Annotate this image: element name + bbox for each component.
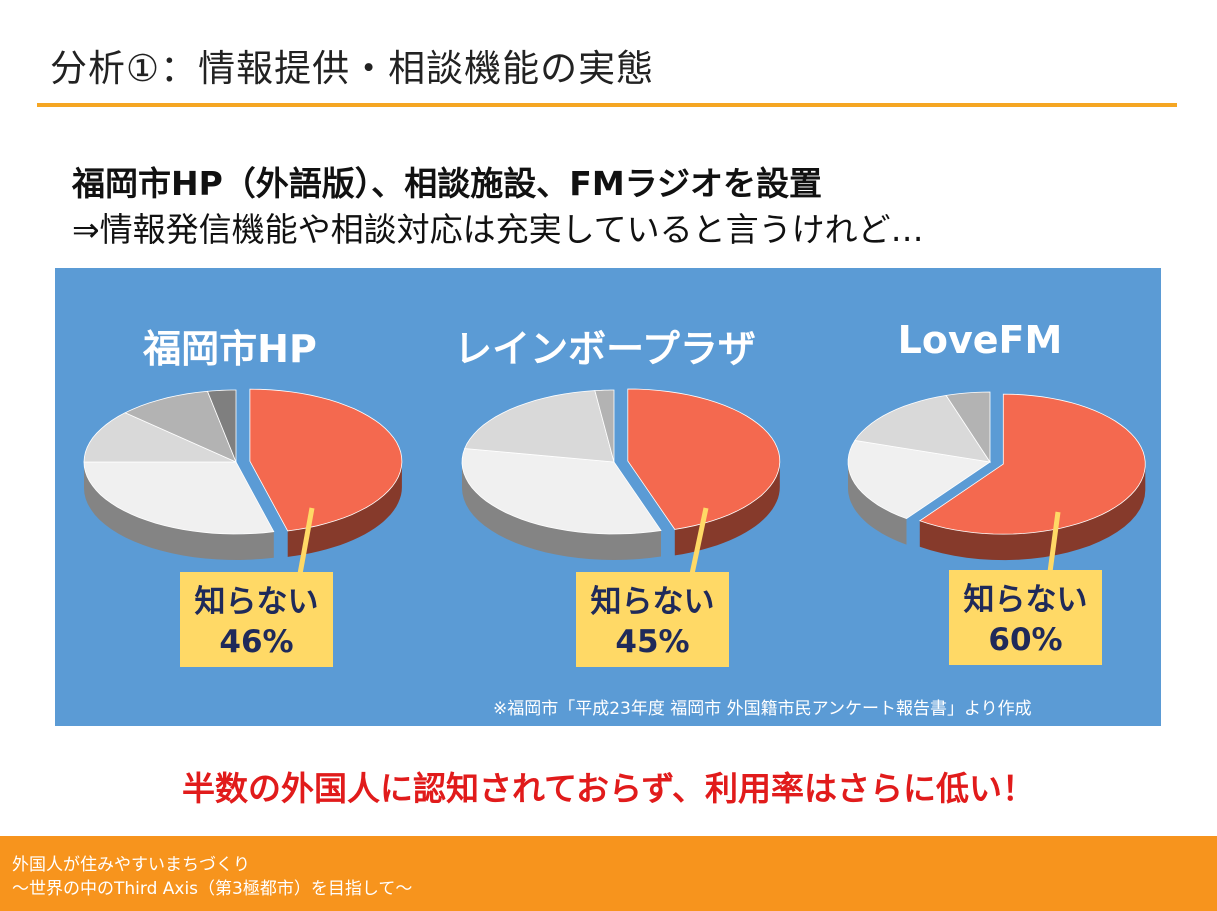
footer-line-2: ～世界の中のThird Axis（第3極都市）を目指して～ — [12, 879, 413, 899]
callout-lovefm-value: 60% — [988, 622, 1063, 658]
callout-rainbow-plaza: 知らない 45% — [576, 572, 729, 667]
pie-0-leader-line — [297, 507, 315, 575]
slide-title: 分析①：情報提供・相談機能の実態 — [50, 47, 655, 90]
pie-2-slice-1 — [847, 439, 992, 520]
pie-1-slice-3 — [594, 389, 615, 463]
pie-2-slice-3 — [945, 391, 991, 464]
callout-lovefm: 知らない 60% — [949, 570, 1102, 665]
footer-line-1: 外国人が住みやすいまちづくり — [12, 855, 250, 875]
pie-1-side-1 — [462, 462, 661, 560]
callout-rainbow-plaza-value: 45% — [615, 624, 690, 660]
callout-rainbow-plaza-label: 知らない — [590, 584, 715, 620]
headline: 福岡市HP（外語版）、相談施設、FMラジオを設置 — [72, 164, 823, 203]
pie-title-hp: 福岡市HP — [143, 327, 317, 371]
pie-0-slice-0 — [249, 388, 403, 532]
pie-1-slice-2 — [464, 390, 615, 463]
pie-1-slice-1 — [461, 448, 662, 535]
pie-2-slice-0 — [918, 393, 1146, 535]
pie-2-side-1 — [848, 462, 907, 545]
pie-0-slice-2 — [83, 412, 237, 463]
pie-2-leader-line — [1047, 511, 1061, 573]
pie-0-slice-1 — [83, 461, 275, 535]
pie-title-lovefm: LoveFM — [897, 318, 1063, 362]
pie-0-side-0 — [287, 461, 402, 557]
pie-title-rainbow-plaza: レインボープラザ — [454, 327, 756, 371]
pie-2-side-0 — [919, 464, 1146, 561]
callout-hp-value: 46% — [219, 624, 294, 660]
callout-hp-label: 知らない — [194, 584, 319, 620]
pie-1-slice-0 — [627, 388, 781, 530]
pie-1-leader-line — [689, 507, 709, 575]
footer-bar: 外国人が住みやすいまちづくり ～世界の中のThird Axis（第3極都市）を目… — [0, 836, 1217, 911]
subline: ⇒情報発信機能や相談対応は充実していると言うけれど… — [72, 210, 924, 249]
pie-0-slice-4 — [206, 389, 237, 463]
source-note: ※福岡市「平成23年度 福岡市 外国籍市民アンケート報告書」より作成 — [493, 699, 1032, 719]
pie-0-side-1 — [84, 462, 274, 560]
conclusion: 半数の外国人に認知されておらず、利用率はさらに低い！ — [181, 769, 1036, 808]
pie-0-slice-3 — [124, 390, 237, 463]
pie-2-slice-2 — [854, 394, 991, 463]
callout-lovefm-label: 知らない — [963, 582, 1088, 618]
title-underline — [37, 103, 1177, 107]
callout-hp: 知らない 46% — [180, 572, 333, 667]
